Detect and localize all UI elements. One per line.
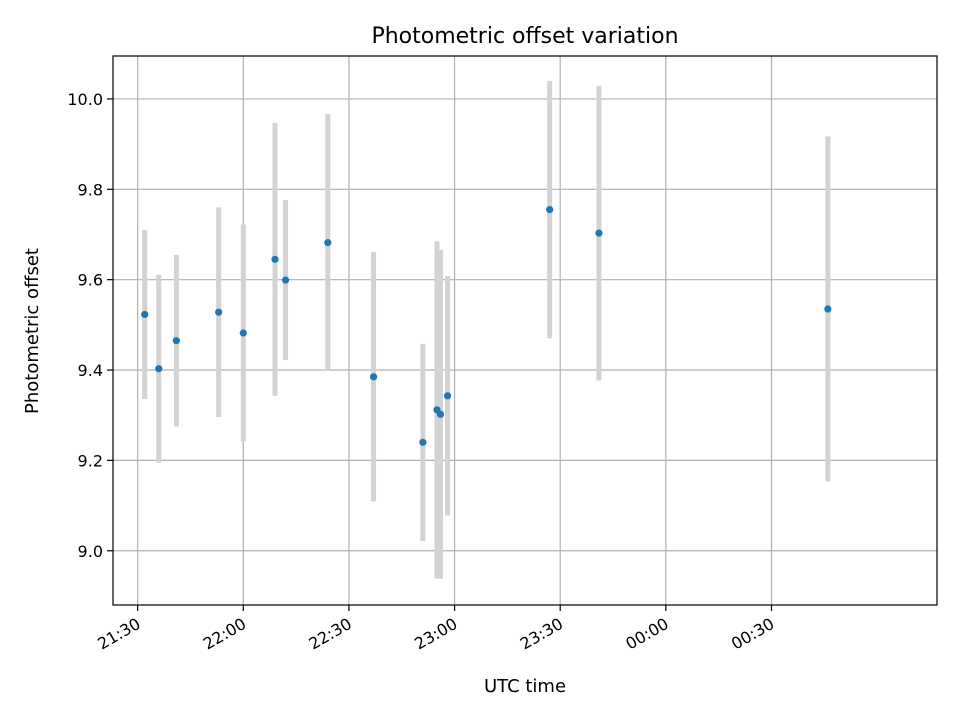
y-tick-label: 9.6 [78,271,103,290]
data-point [824,305,832,313]
data-point [324,239,332,247]
y-gridlines [113,98,937,552]
chart-title: Photometric offset variation [371,24,678,49]
data-point [595,229,603,237]
y-tick-label: 9.0 [78,542,103,561]
y-tick-label: 9.8 [78,180,103,199]
data-point [443,392,452,400]
data-point [281,276,290,284]
y-tick-label: 9.4 [78,361,103,380]
y-axis-label: Photometric offset [22,248,43,414]
data-point [419,438,427,446]
plot-area-background [113,56,937,605]
data-point [141,310,149,319]
y-tick-label: 10.0 [67,90,103,109]
data-point [172,337,180,345]
data-point [436,410,445,418]
data-point [546,206,554,214]
data-point [215,308,223,316]
plot-area-frame [112,55,938,606]
data-point [155,365,163,373]
data-point [271,255,279,263]
y-axis-ticks: 9.0 9.2 9.4 9.6 9.8 10.0 [67,90,113,561]
data-point [369,373,378,381]
x-axis-label: UTC time [484,676,566,697]
data-points [141,206,832,446]
y-tick-label: 9.2 [78,451,103,470]
data-point [239,329,247,337]
